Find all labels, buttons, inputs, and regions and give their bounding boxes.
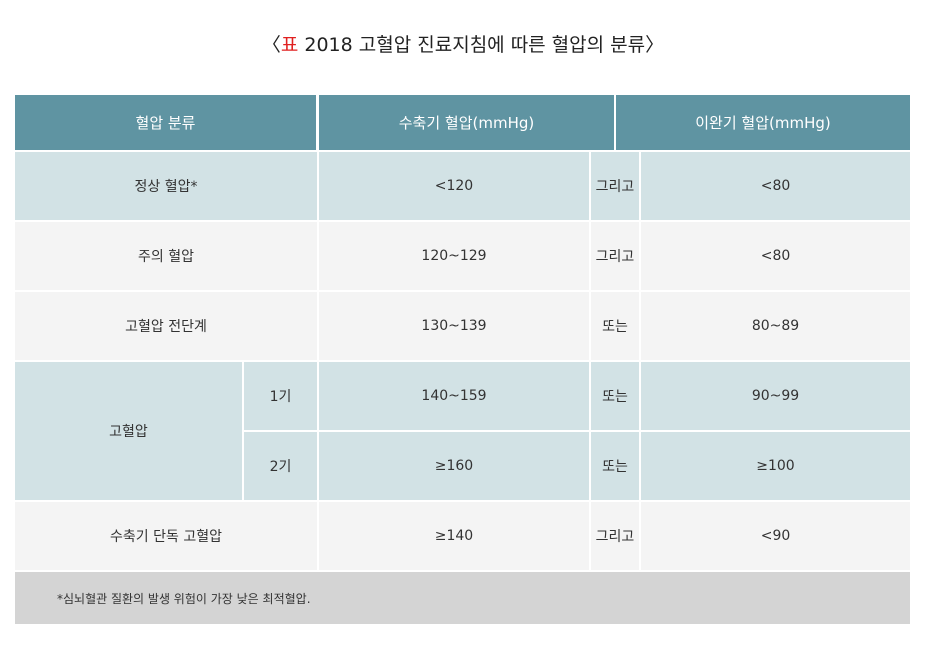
title-text: 2018 고혈압 진료지침에 따른 혈압의 분류 (304, 34, 646, 56)
title: 〈표 2018 고혈압 진료지침에 따른 혈압의 분류〉 (0, 30, 926, 57)
systolic-cell: ≥140 (319, 502, 589, 570)
title-label: 표 (280, 34, 299, 56)
title-open: 〈 (261, 34, 281, 56)
conjunction-cell: 그리고 (591, 152, 639, 220)
diastolic-cell: 80~89 (641, 292, 910, 360)
systolic-cell: 130~139 (319, 292, 589, 360)
category-cell: 고혈압 (15, 362, 242, 500)
title-close: 〉 (645, 34, 665, 56)
footnote: *심뇌혈관 질환의 발생 위험이 가장 낮은 최적혈압. (15, 572, 910, 624)
systolic-cell: 140~159 (319, 362, 589, 430)
conjunction-cell: 그리고 (591, 222, 639, 290)
conjunction-cell: 또는 (591, 292, 639, 360)
header-cell: 수축기 혈압(mmHg) (319, 95, 614, 150)
systolic-cell: <120 (319, 152, 589, 220)
conjunction-cell: 또는 (591, 362, 639, 430)
category-cell: 정상 혈압* (15, 152, 317, 220)
category-cell: 고혈압 전단계 (15, 292, 317, 360)
diastolic-cell: <80 (641, 222, 910, 290)
systolic-cell: ≥160 (319, 432, 589, 500)
header-cell: 혈압 분류 (15, 95, 316, 150)
stage-cell: 2기 (244, 432, 317, 500)
category-cell: 주의 혈압 (15, 222, 317, 290)
diastolic-cell: ≥100 (641, 432, 910, 500)
header-cell: 이완기 혈압(mmHg) (616, 95, 910, 150)
category-cell: 수축기 단독 고혈압 (15, 502, 317, 570)
systolic-cell: 120~129 (319, 222, 589, 290)
stage-cell: 1기 (244, 362, 317, 430)
conjunction-cell: 또는 (591, 432, 639, 500)
diastolic-cell: <80 (641, 152, 910, 220)
conjunction-cell: 그리고 (591, 502, 639, 570)
diastolic-cell: 90~99 (641, 362, 910, 430)
diastolic-cell: <90 (641, 502, 910, 570)
